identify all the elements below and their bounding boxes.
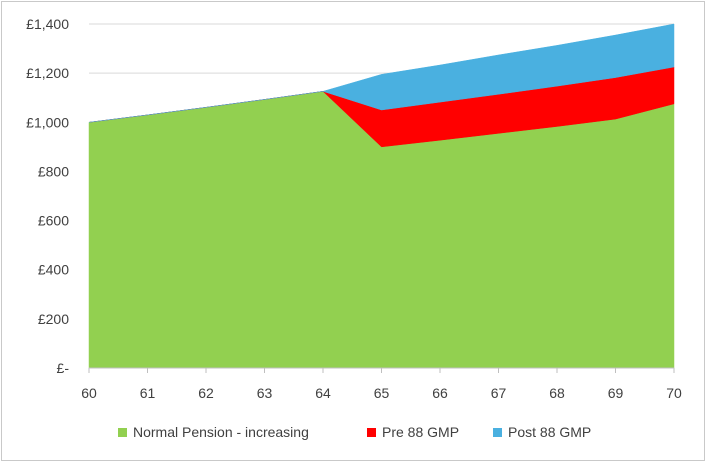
x-tick-label: 64	[315, 385, 331, 401]
legend-label-2: Pre 88 GMP	[382, 424, 459, 440]
x-tick-label: 70	[666, 385, 682, 401]
x-tick-label: 65	[374, 385, 390, 401]
x-tick-label: 67	[491, 385, 507, 401]
x-axis: 60 61 62 63 64 65 66 67 68 69 70	[81, 367, 682, 401]
y-tick-label: £600	[38, 213, 69, 229]
y-tick-label: £800	[38, 163, 69, 179]
legend-swatch-1	[118, 428, 127, 437]
y-tick-label: £200	[38, 311, 69, 327]
plot-areas	[88, 23, 675, 369]
legend-swatch-3	[493, 428, 502, 437]
y-axis: £- £200 £400 £600 £800 £1,000 £1,200 £1,400	[26, 16, 69, 376]
legend: Normal Pension - increasing Pre 88 GMP Pos…	[118, 424, 591, 440]
y-tick-label: £1,400	[26, 16, 69, 32]
legend-swatch-2	[367, 428, 376, 437]
x-tick-label: 66	[432, 385, 448, 401]
legend-label-1: Normal Pension - increasing	[133, 424, 309, 440]
legend-label-3: Post 88 GMP	[508, 424, 591, 440]
x-tick-label: 60	[81, 385, 97, 401]
y-tick-label: £1,000	[26, 114, 69, 130]
x-tick-label: 69	[608, 385, 624, 401]
x-tick-label: 63	[257, 385, 273, 401]
y-tick-label: £400	[38, 262, 69, 278]
x-tick-label: 68	[549, 385, 565, 401]
y-tick-label: £-	[57, 360, 70, 376]
y-tick-label: £1,200	[26, 65, 69, 81]
x-tick-label: 62	[198, 385, 214, 401]
area-series-3	[88, 23, 675, 123]
x-tick-label: 61	[140, 385, 156, 401]
